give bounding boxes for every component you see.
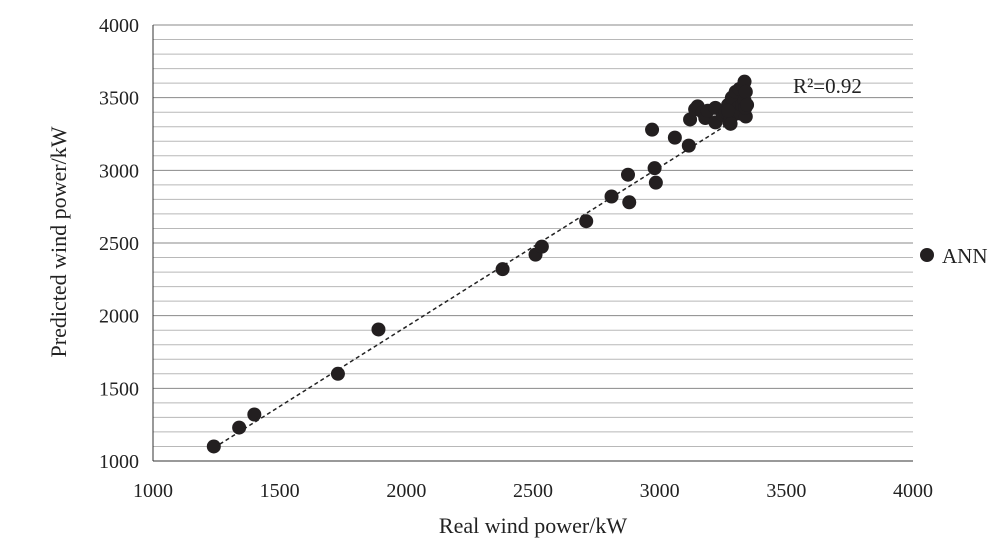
data-point bbox=[371, 322, 386, 337]
x-tick-label: 4000 bbox=[893, 480, 933, 502]
data-point bbox=[721, 103, 736, 118]
data-point bbox=[740, 97, 755, 112]
data-point bbox=[330, 366, 345, 381]
y-tick-label: 2500 bbox=[99, 233, 139, 255]
data-point bbox=[648, 175, 663, 190]
axes bbox=[152, 25, 913, 462]
y-axis-title: Predicted wind power/kW bbox=[46, 126, 71, 357]
data-points bbox=[206, 74, 755, 454]
data-point bbox=[604, 189, 619, 204]
y-tick-label: 1500 bbox=[99, 378, 139, 400]
data-point bbox=[647, 161, 662, 176]
legend-marker bbox=[920, 248, 934, 262]
data-point bbox=[232, 420, 247, 435]
x-tick-label: 1500 bbox=[260, 480, 300, 502]
r-squared-annotation: R²=0.92 bbox=[793, 74, 862, 98]
data-point bbox=[621, 167, 635, 182]
legend-label: ANN bbox=[942, 244, 988, 268]
data-point bbox=[534, 239, 549, 254]
y-tick-label: 2000 bbox=[99, 306, 139, 328]
y-tick-label: 4000 bbox=[99, 15, 139, 37]
x-tick-label: 1000 bbox=[133, 480, 173, 502]
data-point bbox=[247, 407, 262, 422]
x-tick-label: 3500 bbox=[766, 480, 806, 502]
data-point bbox=[681, 138, 696, 153]
data-point bbox=[206, 439, 221, 454]
x-axis-title: Real wind power/kW bbox=[439, 513, 627, 538]
y-tick-label: 1000 bbox=[99, 451, 139, 473]
y-tick-label: 3000 bbox=[99, 160, 139, 182]
data-point bbox=[738, 84, 753, 99]
data-point bbox=[579, 214, 594, 229]
data-point bbox=[737, 74, 752, 89]
data-point bbox=[667, 130, 682, 145]
x-tick-label: 2500 bbox=[513, 480, 553, 502]
data-point bbox=[622, 195, 637, 210]
x-tick-label: 3000 bbox=[640, 480, 680, 502]
data-point bbox=[645, 122, 660, 137]
x-tick-labels: 1000 1500 2000 2500 3000 3500 4000 bbox=[133, 480, 933, 502]
data-point bbox=[723, 116, 738, 131]
x-tick-label: 2000 bbox=[386, 480, 426, 502]
trendline bbox=[213, 112, 747, 449]
y-tick-label: 3500 bbox=[99, 88, 139, 110]
data-point bbox=[495, 262, 510, 277]
legend: ANN bbox=[920, 244, 988, 268]
y-tick-labels: 1000 1500 2000 2500 3000 3500 4000 bbox=[99, 15, 139, 473]
